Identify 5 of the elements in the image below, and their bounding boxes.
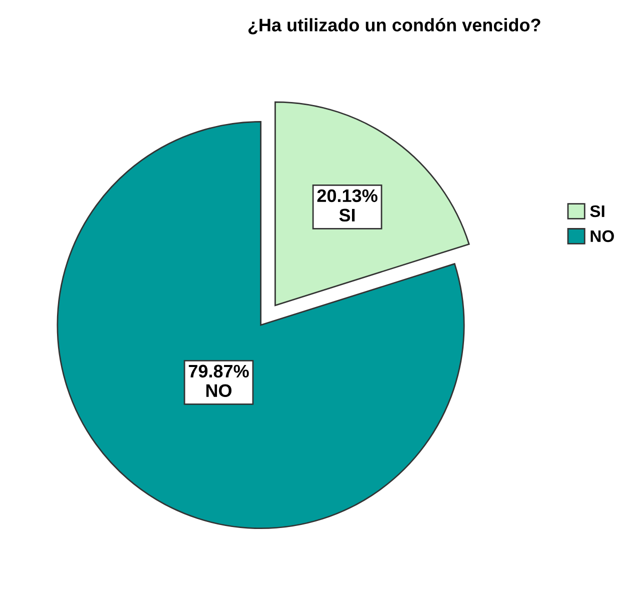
legend-label: NO xyxy=(590,230,614,242)
legend-label: SI xyxy=(590,205,604,218)
data-label: 20.13% SI xyxy=(317,189,378,222)
data-label: 79.87% NO xyxy=(188,364,249,398)
chart-title: ¿Ha utilizado un condón vencido? xyxy=(248,18,540,34)
